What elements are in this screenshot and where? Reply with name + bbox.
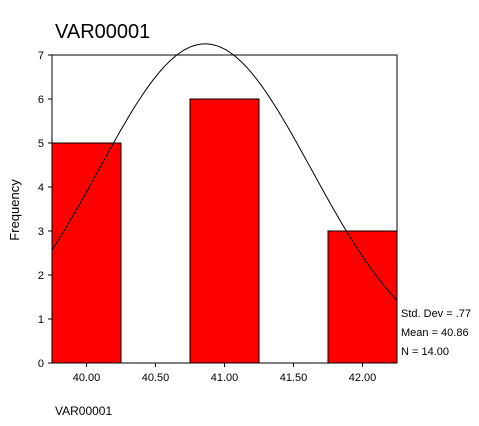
normal-curve-line <box>51 43 398 301</box>
n-text: N = 14.00 <box>401 346 449 358</box>
stats-box: Std. Dev = .77 Mean = 40.86 N = 14.00 <box>401 308 471 358</box>
y-tick-label: 3 <box>38 226 44 238</box>
y-tick-label: 5 <box>38 138 44 150</box>
mean-text: Mean = 40.86 <box>401 327 469 339</box>
y-tick-label: 7 <box>38 50 44 62</box>
std-dev-text: Std. Dev = .77 <box>401 308 471 320</box>
x-tick-label: 41.50 <box>280 372 308 384</box>
plot-area: 0 1 2 3 4 5 6 7 40.00 40.50 41.00 41.50 42.00 <box>38 43 398 384</box>
y-tick-label: 4 <box>38 182 44 194</box>
x-tick-label: 41.00 <box>211 372 239 384</box>
x-tick-label: 42.00 <box>349 372 377 384</box>
bar-41.00 <box>189 98 260 364</box>
y-tick-label: 6 <box>38 94 44 106</box>
x-axis-label: VAR00001 <box>55 404 112 418</box>
y-tick-label: 2 <box>38 270 44 282</box>
bar-40.00 <box>51 142 122 364</box>
x-tick-label: 40.50 <box>142 372 170 384</box>
y-tick-label: 1 <box>38 314 44 326</box>
y-axis-label: Frequency <box>7 179 22 241</box>
x-tick-label: 40.00 <box>73 372 101 384</box>
bar-42.00 <box>327 230 398 364</box>
y-tick-label: 0 <box>38 358 44 370</box>
chart-title: VAR00001 <box>55 21 150 43</box>
